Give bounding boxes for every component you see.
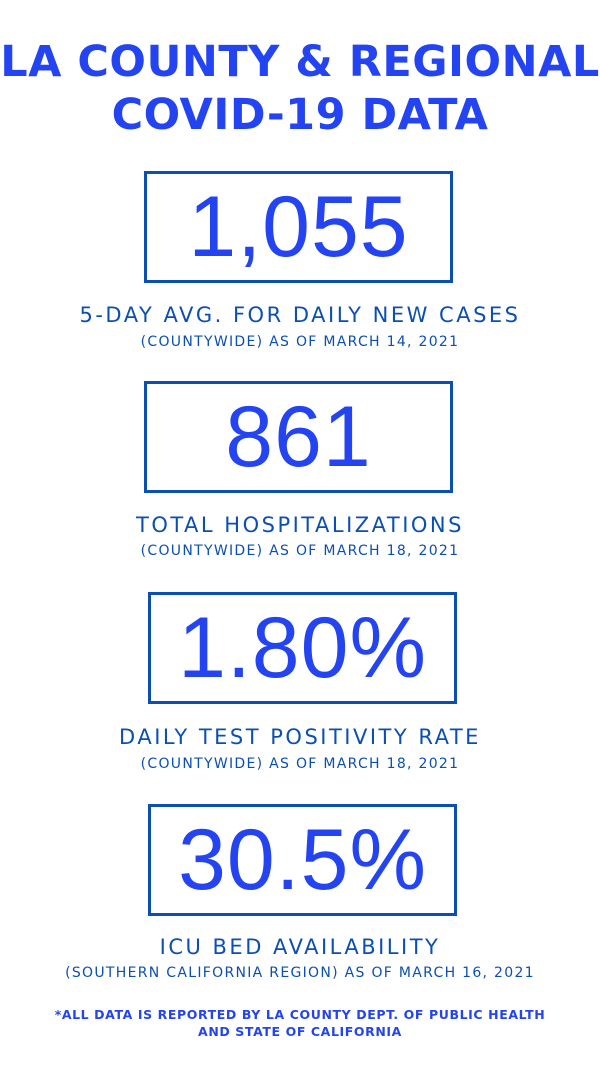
stat-value: 1,055: [188, 179, 409, 275]
stat-box-new-cases: 1,055: [144, 171, 453, 283]
stat-box-hospitalizations: 861: [144, 381, 453, 493]
stat-value: 1.80%: [178, 600, 427, 696]
stat-box-icu: 30.5%: [148, 804, 457, 916]
footer-note-line-2: AND STATE OF CALIFORNIA: [198, 1024, 402, 1039]
stat-sublabel: (COUNTYWIDE) AS OF MARCH 18, 2021: [140, 543, 460, 559]
stat-label: DAILY TEST POSITIVITY RATE: [119, 725, 481, 749]
stat-sublabel: (COUNTYWIDE) AS OF MARCH 14, 2021: [140, 334, 460, 350]
stat-sublabel: (COUNTYWIDE) AS OF MARCH 18, 2021: [140, 756, 460, 772]
stat-sublabel: (SOUTHERN CALIFORNIA REGION) AS OF MARCH…: [65, 965, 535, 981]
footer-note-line-1: *ALL DATA IS REPORTED BY LA COUNTY DEPT.…: [54, 1007, 546, 1022]
stat-label: TOTAL HOSPITALIZATIONS: [136, 513, 464, 537]
stat-value: 861: [225, 389, 372, 485]
stat-value: 30.5%: [178, 812, 427, 908]
title-line-2: COVID-19 DATA: [111, 90, 489, 140]
stat-label: ICU BED AVAILABILITY: [159, 935, 441, 959]
title-line-1: LA COUNTY & REGIONAL: [0, 37, 600, 87]
stat-label: 5-DAY AVG. FOR DAILY NEW CASES: [79, 303, 521, 327]
stat-box-positivity: 1.80%: [148, 592, 457, 704]
